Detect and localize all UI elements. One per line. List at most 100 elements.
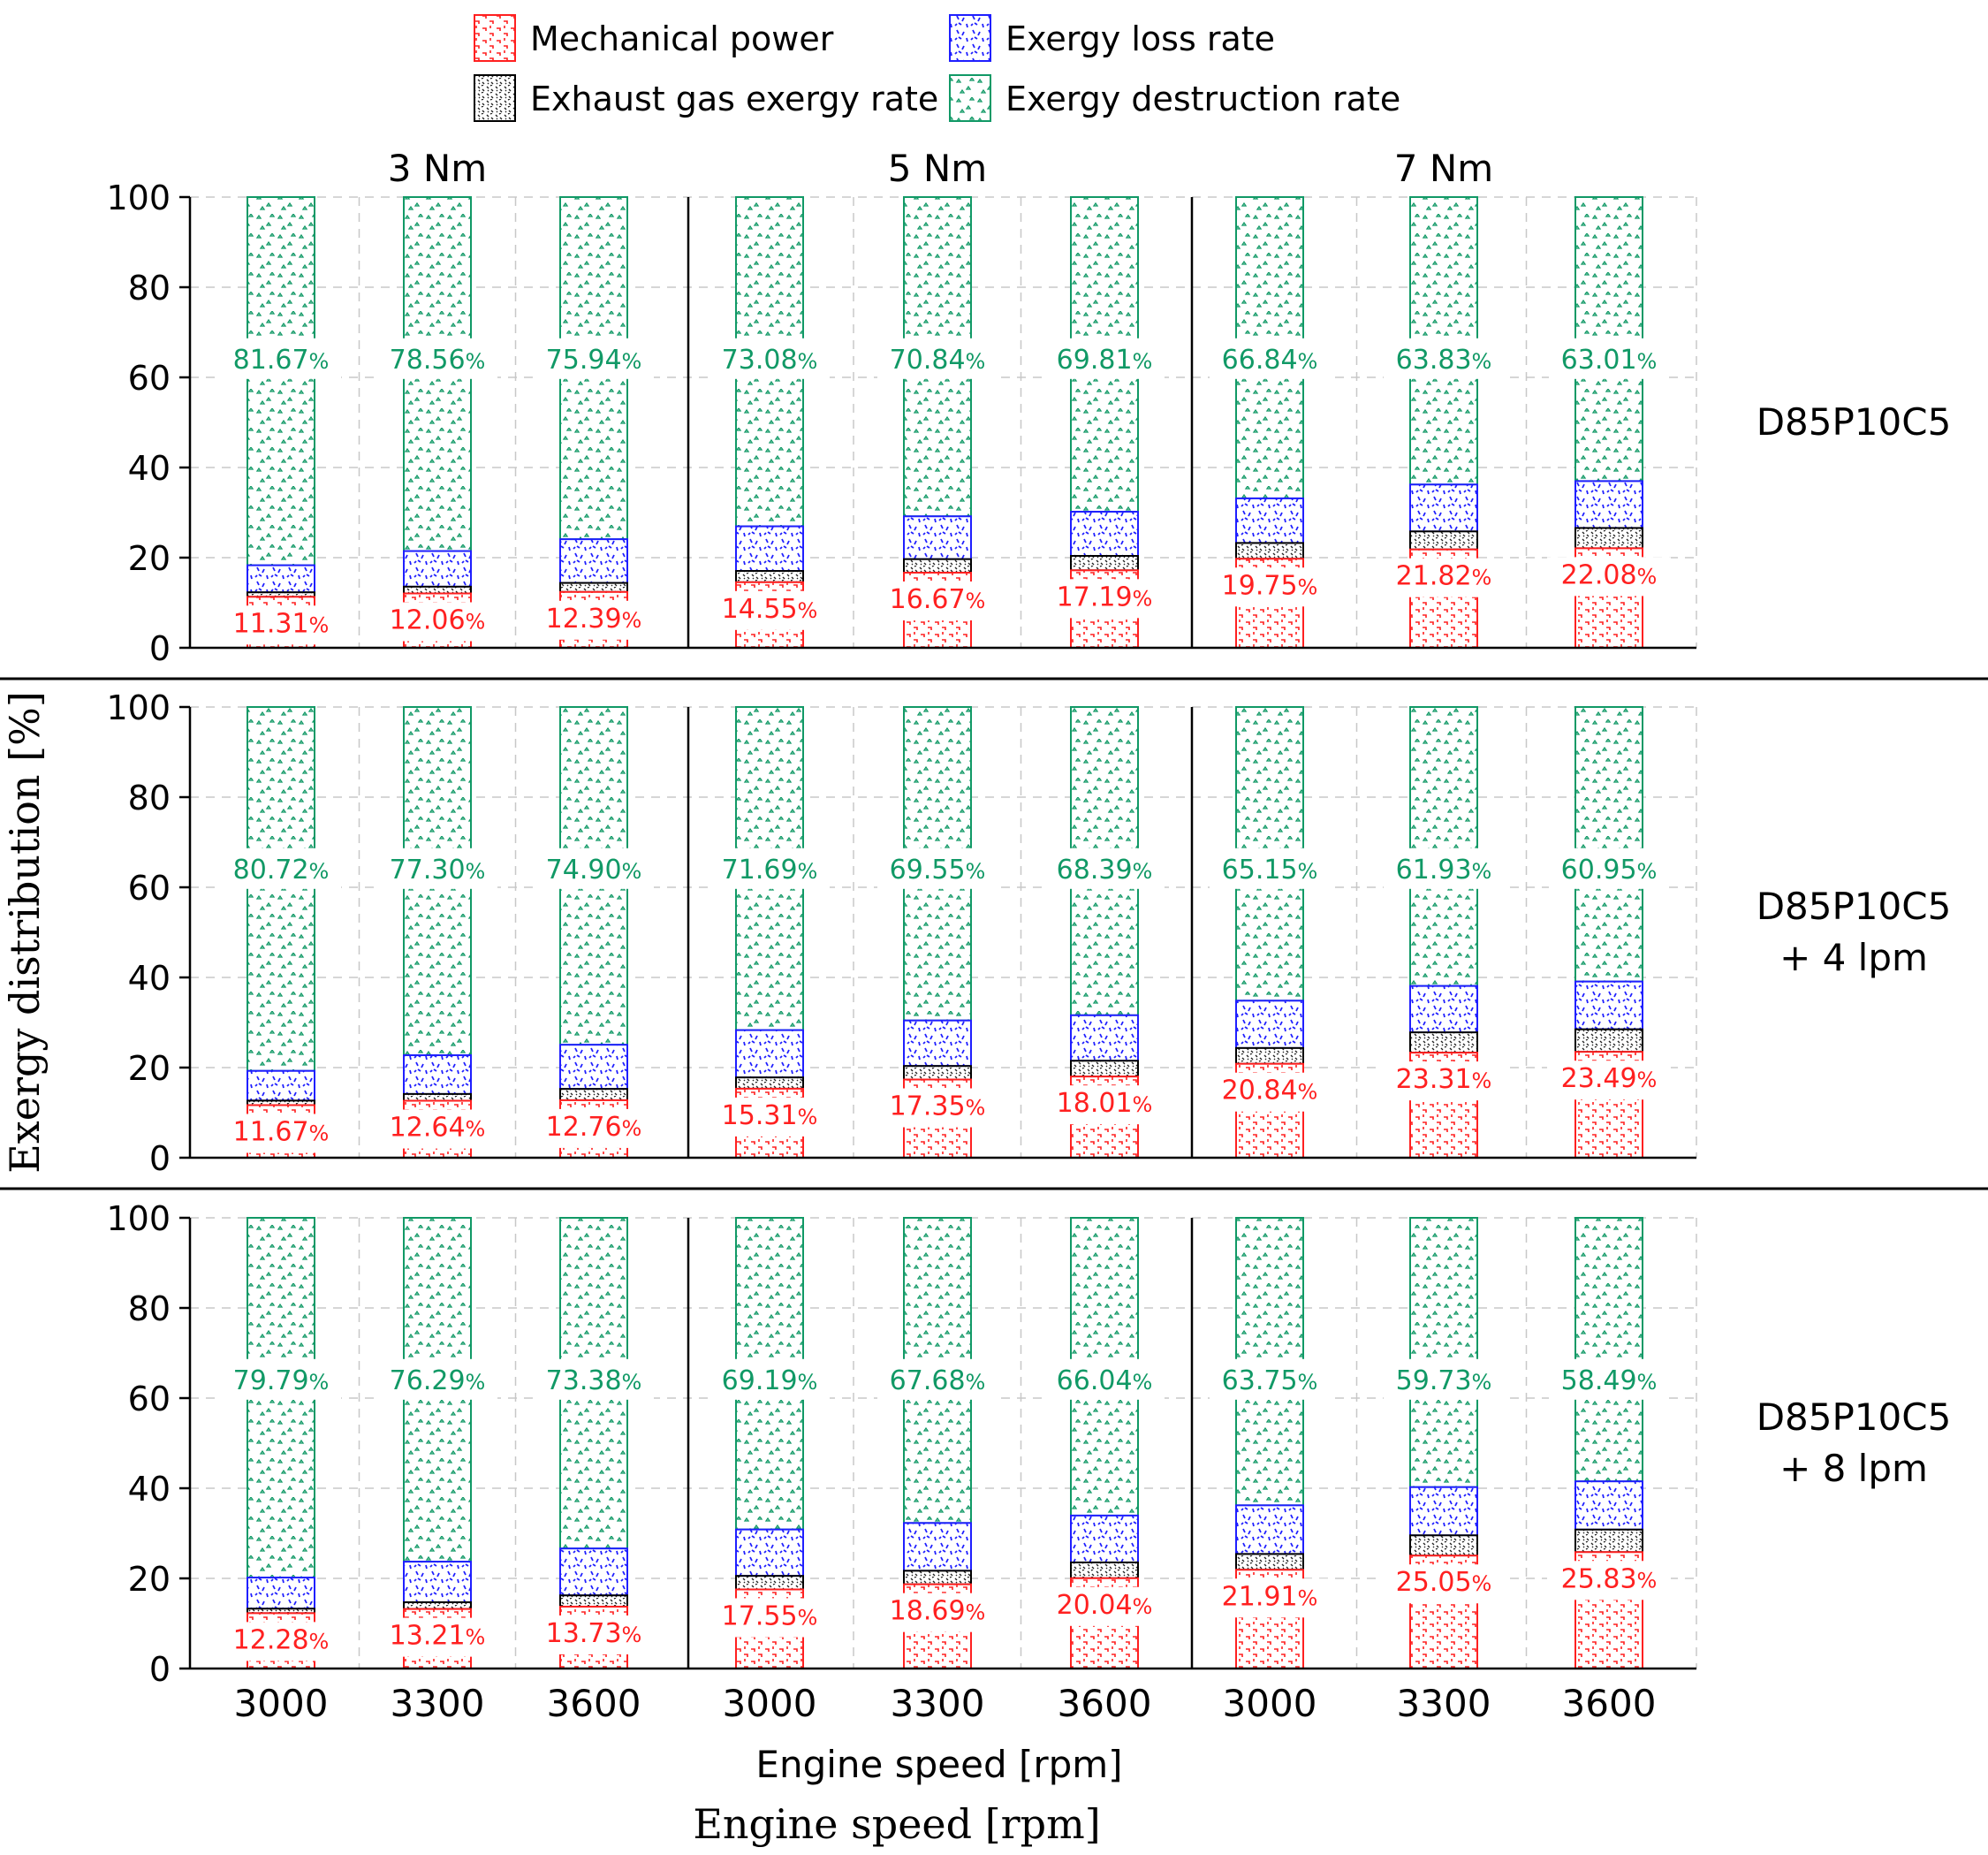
bar-stack: 67.68% 18.69% [876, 1217, 999, 1670]
bar-destruction [1574, 1217, 1643, 1483]
y-tick-label: 0 [149, 1139, 171, 1178]
label-background [708, 1598, 831, 1638]
bar-exhaust [403, 1092, 472, 1102]
y-tick-label: 100 [106, 1199, 171, 1238]
legend-item-exhaust: Exhaust gas exergy rate [474, 74, 938, 122]
x-tick-label: 3600 [1562, 1682, 1657, 1725]
bar-stack: 79.79% 12.28% [219, 1217, 343, 1669]
mechanical-value-label: 12.06% [390, 604, 486, 635]
destruction-value-label: 77.30% [390, 855, 486, 886]
bar-loss [903, 1522, 972, 1572]
legend-item-mechanical: Mechanical power [474, 14, 834, 62]
y-tick-label: 100 [106, 688, 171, 727]
mechanical-value-label: 25.83% [1561, 1563, 1658, 1594]
bar-stack: 63.83% 21.82% [1382, 196, 1506, 650]
y-tick-label: 0 [149, 1650, 171, 1689]
label-background [708, 1097, 831, 1137]
label-background [1043, 1085, 1166, 1125]
label-background [221, 338, 341, 379]
label-background [1043, 579, 1166, 619]
x-axis-title: Engine speed [rpm] [755, 1743, 1122, 1786]
label-background [709, 338, 830, 379]
bar-stack: 74.90% 12.76% [532, 706, 656, 1159]
bar-stack: 73.38% 13.73% [532, 1217, 656, 1670]
bar-exhaust [559, 582, 628, 593]
mechanical-value-label: 17.19% [1057, 582, 1153, 612]
panel-label: D85P10C5 [1757, 885, 1952, 928]
mechanical-value-label: 18.01% [1057, 1088, 1153, 1119]
bar-loss [1070, 1014, 1139, 1062]
label-background [877, 338, 998, 379]
destruction-value-label: 63.75% [1222, 1365, 1318, 1396]
bar-stack: 63.75% 21.91% [1208, 1217, 1332, 1670]
group-label-1: 3 Nm [388, 147, 487, 190]
bar-exhaust [1409, 530, 1478, 551]
y-tick-label: 20 [128, 1049, 171, 1088]
destruction-value-label: 58.49% [1561, 1365, 1658, 1396]
x-tick-label: 3600 [1058, 1682, 1152, 1725]
label-background [1044, 1358, 1165, 1400]
bar-exhaust [1574, 1028, 1643, 1053]
bar-exhaust [735, 570, 804, 583]
label-background [376, 1617, 499, 1657]
mechanical-value-label: 12.76% [546, 1112, 642, 1143]
bar-loss [903, 1019, 972, 1068]
mechanical-value-label: 11.31% [233, 608, 330, 639]
bar-destruction [247, 706, 315, 1072]
bar-stack: 61.93% 23.31% [1382, 706, 1506, 1159]
destruction-value-label: 69.19% [722, 1365, 818, 1396]
destruction-value-label: 71.69% [722, 855, 818, 886]
mechanical-value-label: 19.75% [1222, 570, 1318, 601]
bar-exhaust [1574, 1528, 1643, 1554]
label-background [1382, 558, 1506, 597]
y-tick-label: 60 [128, 359, 171, 398]
bar-loss [247, 1069, 315, 1102]
bar-loss [735, 525, 804, 573]
bar-stack: 68.39% 18.01% [1043, 706, 1166, 1159]
mechanical-value-label: 12.64% [390, 1113, 486, 1144]
mechanical-value-label: 25.05% [1396, 1567, 1492, 1598]
y-tick-label: 20 [128, 1560, 171, 1599]
bar-loss [559, 1547, 628, 1597]
group-label-3: 7 Nm [1394, 147, 1493, 190]
bar-destruction [247, 196, 315, 566]
mechanical-value-label: 12.28% [233, 1624, 330, 1655]
label-background [219, 605, 343, 645]
legend-item-loss: Exergy loss rate [949, 14, 1275, 62]
panel-2: 0 20 40 60 80 100 D85P10C5 + 4 lpm 80.72% 11.67% 7… [106, 688, 1951, 1178]
y-tick-label: 80 [128, 1289, 171, 1328]
label-background [1549, 1358, 1669, 1400]
y-tick-label: 40 [128, 449, 171, 488]
bar-stack: 58.49% 25.83% [1547, 1217, 1671, 1669]
panel-label: + 8 lpm [1779, 1447, 1928, 1490]
bar-exhaust [735, 1575, 804, 1591]
mechanical-value-label: 22.08% [1561, 559, 1658, 590]
x-tick-label: 3000 [1223, 1682, 1317, 1725]
destruction-value-label: 61.93% [1396, 855, 1492, 886]
legend-swatch-exhaust [474, 74, 516, 122]
bar-exhaust [1070, 1060, 1139, 1078]
bar-loss [1409, 483, 1478, 533]
y-tick-label: 60 [128, 1380, 171, 1418]
legend-label-destruction: Exergy destruction rate [1005, 80, 1400, 118]
bar-destruction [1409, 1217, 1478, 1488]
bar-stack: 80.72% 11.67% [219, 706, 343, 1159]
bar-exhaust [403, 1600, 472, 1610]
bar-stack: 66.84% 19.75% [1208, 196, 1332, 650]
panel-1: 0 20 40 60 80 100 D85P10C5 81.67% 11.31% 78.56% 12… [106, 179, 1951, 668]
legend-label-mechanical: Mechanical power [530, 19, 834, 58]
label-background [709, 848, 830, 889]
destruction-value-label: 66.84% [1222, 345, 1318, 376]
y-tick-label: 40 [128, 959, 171, 998]
mechanical-value-label: 20.04% [1057, 1590, 1153, 1621]
x-tick-label: 3000 [234, 1682, 329, 1725]
label-background [377, 1358, 497, 1400]
bar-exhaust [903, 1570, 972, 1585]
bar-loss [735, 1029, 804, 1079]
label-background [1549, 848, 1669, 889]
destruction-value-label: 76.29% [390, 1365, 486, 1396]
destruction-value-label: 73.08% [722, 345, 818, 376]
label-background [534, 338, 654, 379]
label-background [1384, 338, 1504, 379]
